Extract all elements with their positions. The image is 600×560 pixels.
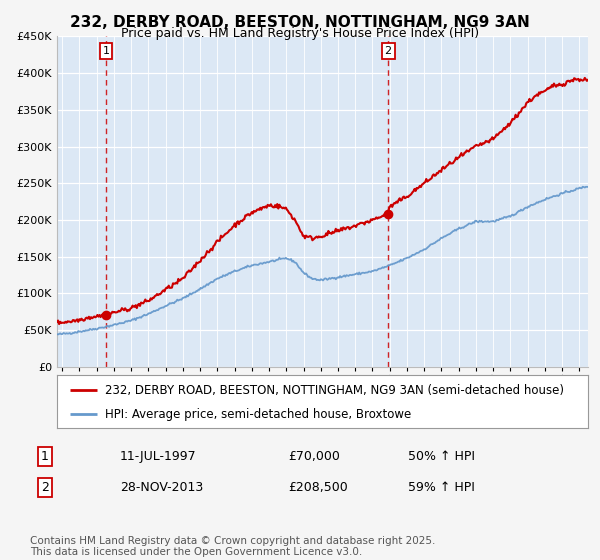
Text: 1: 1 [41, 450, 49, 463]
Text: 2: 2 [41, 480, 49, 494]
Text: £208,500: £208,500 [288, 480, 348, 494]
Text: 50% ↑ HPI: 50% ↑ HPI [408, 450, 475, 463]
Text: Contains HM Land Registry data © Crown copyright and database right 2025.
This d: Contains HM Land Registry data © Crown c… [30, 535, 436, 557]
Text: 232, DERBY ROAD, BEESTON, NOTTINGHAM, NG9 3AN (semi-detached house): 232, DERBY ROAD, BEESTON, NOTTINGHAM, NG… [105, 384, 564, 396]
Text: HPI: Average price, semi-detached house, Broxtowe: HPI: Average price, semi-detached house,… [105, 408, 411, 421]
Text: 59% ↑ HPI: 59% ↑ HPI [408, 480, 475, 494]
Text: 232, DERBY ROAD, BEESTON, NOTTINGHAM, NG9 3AN: 232, DERBY ROAD, BEESTON, NOTTINGHAM, NG… [70, 15, 530, 30]
Text: 11-JUL-1997: 11-JUL-1997 [120, 450, 197, 463]
Text: Price paid vs. HM Land Registry's House Price Index (HPI): Price paid vs. HM Land Registry's House … [121, 27, 479, 40]
Text: £70,000: £70,000 [288, 450, 340, 463]
Text: 1: 1 [103, 46, 110, 56]
Text: 28-NOV-2013: 28-NOV-2013 [120, 480, 203, 494]
Text: 2: 2 [385, 46, 392, 56]
